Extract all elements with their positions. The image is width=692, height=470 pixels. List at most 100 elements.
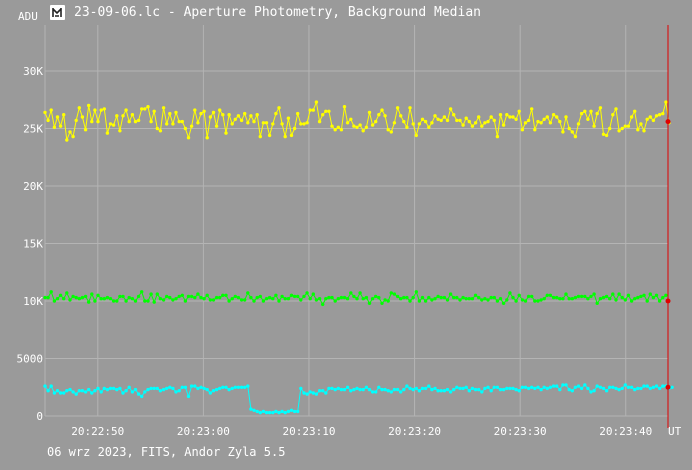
y-tick-label: 25K [23, 123, 43, 136]
data-point [629, 115, 634, 119]
data-point [52, 299, 57, 303]
data-point [305, 121, 309, 125]
data-point [255, 295, 259, 300]
lightcurve-app-icon[interactable] [50, 4, 65, 20]
data-point [305, 291, 309, 295]
data-point [342, 295, 347, 300]
data-point [470, 297, 475, 301]
data-point [530, 107, 534, 111]
data-point [611, 113, 615, 117]
data-point [133, 299, 138, 303]
data-point [395, 106, 400, 110]
data-point [648, 292, 652, 296]
data-point [523, 385, 528, 389]
data-point [87, 103, 91, 108]
data-point [623, 298, 627, 302]
data-point [299, 298, 303, 302]
data-point [480, 390, 484, 394]
data-point [483, 121, 487, 125]
data-point [526, 386, 531, 391]
data-point [464, 116, 468, 120]
data-point [642, 293, 646, 297]
data-point [636, 386, 640, 391]
data-point [489, 295, 493, 300]
data-point [389, 390, 393, 394]
data-point [492, 385, 496, 389]
data-point [261, 121, 266, 125]
data-point [93, 299, 97, 303]
data-point [193, 384, 197, 388]
data-point [536, 119, 540, 124]
data-point [483, 297, 487, 301]
data-point [498, 297, 503, 301]
data-point [267, 410, 272, 415]
data-point [165, 386, 169, 391]
data-point [639, 386, 643, 391]
data-point [74, 295, 78, 300]
y-tick-label: 20K [23, 180, 43, 193]
data-point [236, 295, 241, 300]
data-point [395, 294, 400, 299]
data-point [604, 133, 609, 138]
data-point [586, 297, 590, 301]
data-point [561, 130, 565, 134]
data-point [314, 100, 319, 104]
data-point [146, 105, 150, 109]
data-point [411, 295, 415, 300]
data-point [349, 291, 353, 295]
data-point [579, 294, 584, 299]
data-point [177, 119, 181, 124]
data-point [127, 295, 131, 300]
data-point [271, 297, 275, 301]
data-point [136, 294, 141, 299]
data-point [442, 295, 447, 300]
data-point [495, 385, 500, 389]
data-point [417, 389, 422, 393]
data-point [211, 110, 216, 115]
data-point [405, 295, 409, 300]
data-point [458, 118, 462, 123]
data-point [420, 386, 425, 391]
data-point [473, 387, 478, 392]
data-point [386, 299, 390, 303]
data-point [140, 394, 144, 399]
data-point [292, 126, 297, 131]
data-point [46, 389, 50, 393]
data-point [414, 290, 418, 294]
data-point [377, 113, 381, 117]
data-point [392, 292, 397, 296]
data-point [420, 295, 425, 300]
data-point [189, 294, 194, 299]
data-point [464, 297, 468, 301]
data-point [639, 122, 643, 126]
data-point [661, 384, 665, 388]
data-point [205, 136, 209, 140]
data-point [645, 117, 649, 122]
data-point [199, 295, 203, 300]
data-point [514, 387, 518, 392]
data-point [274, 111, 278, 116]
data-point [548, 121, 553, 125]
data-point [302, 122, 306, 126]
data-point [611, 385, 615, 389]
data-point [620, 295, 624, 300]
data-point [626, 293, 631, 297]
data-point [174, 110, 178, 115]
data-point [579, 386, 584, 391]
data-point [352, 124, 356, 128]
data-point [430, 121, 434, 125]
data-point [664, 100, 668, 104]
data-point [277, 106, 281, 110]
data-point [115, 114, 119, 118]
data-point [296, 409, 300, 414]
data-point [186, 394, 191, 399]
data-point [136, 392, 141, 396]
y-axis-ticks: 0 5000 10K 15K 20K 25K 30K [17, 65, 44, 423]
data-point [352, 294, 356, 299]
data-point [380, 387, 384, 392]
observation-info: 06 wrz 2023, FITS, Andor Zyla 5.5 [47, 445, 286, 459]
data-point [374, 119, 378, 124]
data-point [648, 115, 652, 119]
data-point [202, 109, 206, 114]
